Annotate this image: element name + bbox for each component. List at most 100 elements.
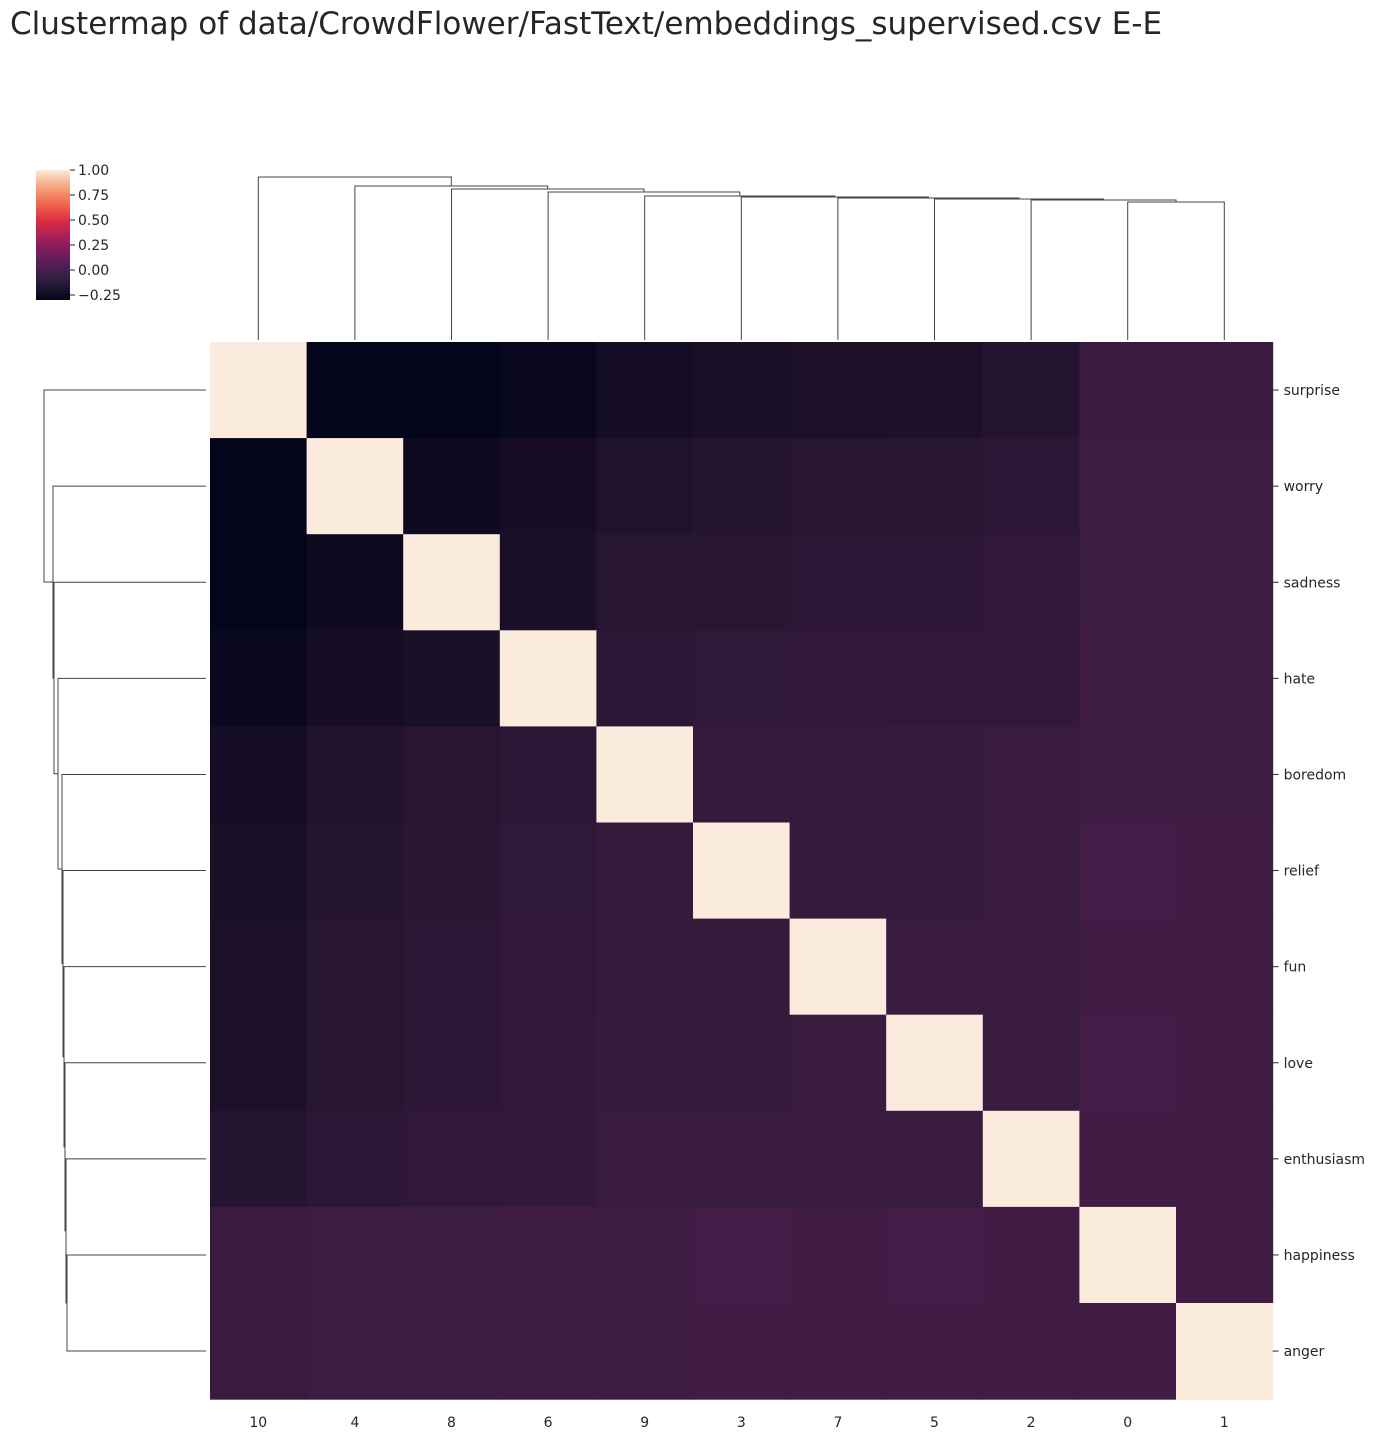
heatmap-cell	[210, 1206, 308, 1304]
heatmap-cell	[403, 438, 501, 535]
heatmap-cell	[499, 1014, 597, 1112]
heatmap-cell	[982, 1014, 1080, 1112]
heatmap-cell	[693, 342, 791, 439]
heatmap-cell	[789, 1206, 887, 1304]
colorbar-tick-label: 0.25	[78, 238, 109, 254]
heatmap-cell	[886, 438, 984, 535]
heatmap-cell	[982, 1206, 1080, 1304]
heatmap-cell	[982, 822, 1080, 920]
heatmap-cell	[499, 438, 597, 535]
column-tick-label: 6	[544, 1415, 553, 1431]
heatmap-cell	[1079, 918, 1177, 1016]
row-dendrogram-link	[63, 966, 206, 1148]
row-dendrogram-link	[66, 1254, 206, 1352]
heatmap-cell	[499, 534, 597, 631]
heatmap-cell	[982, 342, 1080, 439]
heatmap-cell	[1176, 438, 1274, 535]
heatmap-cell	[789, 534, 887, 631]
heatmap-cell	[499, 822, 597, 920]
heatmap-cell	[306, 1206, 404, 1304]
heatmap-cell	[886, 1110, 984, 1208]
heatmap-cell	[210, 438, 308, 535]
row-dendrogram-link	[64, 1062, 206, 1232]
heatmap-cell	[1176, 1110, 1274, 1208]
heatmap-cell	[499, 1206, 597, 1304]
heatmap-cell	[789, 918, 887, 1016]
row-tick-labels: surprise worry sadness hate boredom relief fun…	[1272, 383, 1365, 1360]
heatmap-cell	[210, 1110, 308, 1208]
heatmap-cell	[1079, 1110, 1177, 1208]
colorbar-tick-label: −0.25	[78, 288, 121, 304]
heatmap-cell	[403, 1303, 501, 1400]
heatmap-cell	[499, 1303, 597, 1400]
heatmap-cell	[306, 438, 404, 535]
heatmap-cell	[982, 630, 1080, 727]
heatmap-cell	[596, 918, 694, 1016]
column-tick-label: 2	[1027, 1415, 1036, 1431]
heatmap-cell	[789, 438, 887, 535]
heatmap-cell	[306, 342, 404, 439]
column-dendrogram-link	[547, 191, 741, 340]
column-tick-label: 9	[640, 1415, 649, 1431]
heatmap-cell	[596, 342, 694, 439]
heatmap-cell	[210, 630, 308, 727]
heatmap-cell	[403, 1110, 501, 1208]
heatmap-cell	[499, 726, 597, 824]
heatmap-cell	[1079, 822, 1177, 920]
row-dendrogram-link	[62, 870, 206, 1058]
heatmap-cell	[1079, 1206, 1177, 1304]
heatmap-cell	[596, 630, 694, 727]
heatmap-cell	[403, 342, 501, 439]
column-dendrogram-link	[644, 195, 836, 340]
heatmap-cell	[596, 822, 694, 920]
column-dendrogram-link	[934, 198, 1105, 340]
heatmap-cell	[499, 918, 597, 1016]
heatmap-cell	[1176, 534, 1274, 631]
colorbar-tick-label: 0.50	[78, 213, 109, 229]
chart-title: Clustermap of data/CrowdFlower/FastText/…	[10, 6, 1163, 42]
heatmap-cell	[693, 630, 791, 727]
heatmap-cell	[1176, 726, 1274, 824]
heatmap-cell	[693, 1303, 791, 1400]
column-dendrogram-link	[740, 196, 929, 340]
heatmap-cell	[306, 822, 404, 920]
heatmap-cell	[210, 534, 308, 631]
heatmap-cell	[982, 918, 1080, 1016]
column-tick-labels: 10 4 8 6 9 3 7 5 2 0 1	[249, 1415, 1228, 1431]
heatmap-cell	[403, 1014, 501, 1112]
heatmap-cell	[1079, 438, 1177, 535]
heatmap-cell	[306, 1303, 404, 1400]
heatmap-cell	[596, 438, 694, 535]
heatmap-cell	[789, 1303, 887, 1400]
heatmap-cell	[886, 1206, 984, 1304]
heatmap-cell	[596, 1303, 694, 1400]
column-tick-label: 8	[447, 1415, 456, 1431]
heatmap-cell	[886, 534, 984, 631]
heatmap-cell	[306, 534, 404, 631]
row-tick-label: sadness	[1284, 575, 1341, 591]
heatmap-cell	[693, 534, 791, 631]
heatmap-cell	[886, 726, 984, 824]
heatmap-cell	[693, 1110, 791, 1208]
column-dendrogram-link	[1127, 201, 1225, 340]
heatmap-cell	[1079, 1303, 1177, 1400]
heatmap-cell	[306, 1014, 404, 1112]
colorbar-tick-label: 0.75	[78, 188, 109, 204]
heatmap-cell	[499, 630, 597, 727]
heatmap-cell	[1176, 630, 1274, 727]
column-tick-label: 0	[1123, 1415, 1132, 1431]
heatmap-cell	[693, 438, 791, 535]
heatmap-cell	[693, 918, 791, 1016]
heatmap-cell	[596, 534, 694, 631]
row-tick-label: enthusiasm	[1284, 1152, 1365, 1168]
column-tick-label: 3	[737, 1415, 746, 1431]
heatmap-cell	[403, 1206, 501, 1304]
heatmap-cell	[1176, 822, 1274, 920]
heatmap-cell	[210, 726, 308, 824]
heatmap-cell	[596, 1110, 694, 1208]
column-dendrogram-link	[1030, 199, 1177, 340]
column-tick-label: 4	[350, 1415, 359, 1431]
heatmap-cell	[1176, 1206, 1274, 1304]
row-tick-label: love	[1284, 1056, 1313, 1072]
row-tick-label: happiness	[1284, 1248, 1355, 1264]
